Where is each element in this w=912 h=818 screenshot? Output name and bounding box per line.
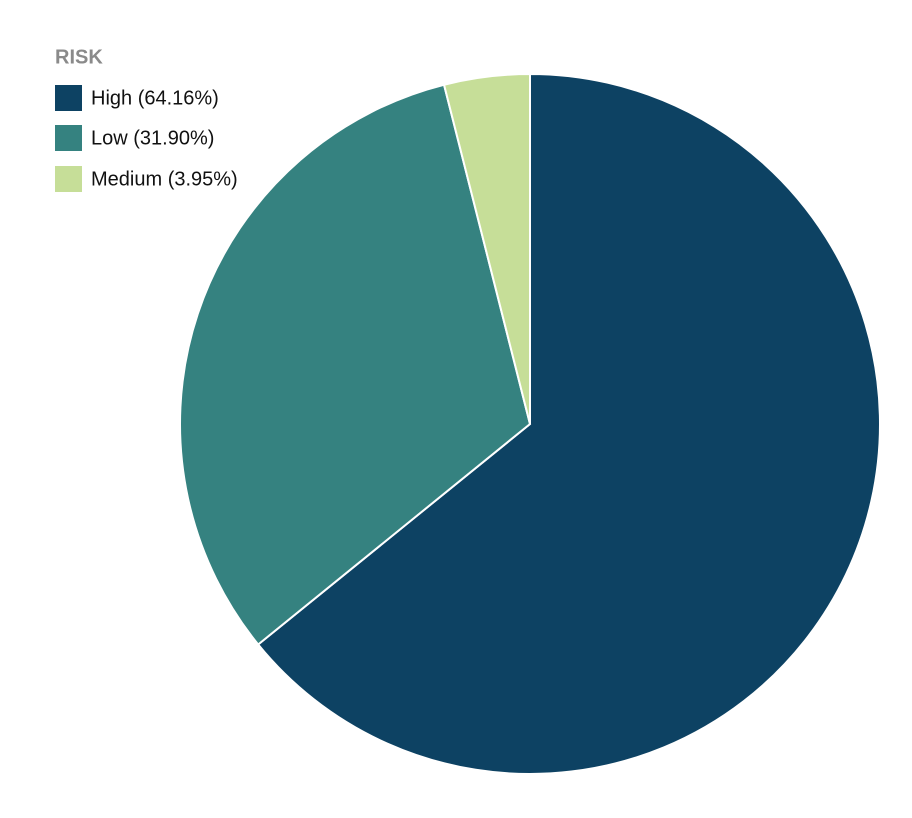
legend-title: RISK	[55, 46, 103, 68]
pie-slice	[179, 83, 532, 646]
legend-swatch	[55, 125, 82, 151]
pie-slice	[256, 72, 881, 775]
legend-label: Medium (3.95%)	[91, 168, 238, 190]
legend-swatch	[55, 166, 82, 192]
pie-slice	[442, 72, 531, 425]
legend-label: Low (31.90%)	[91, 127, 214, 149]
legend-label: High (64.16%)	[91, 87, 219, 109]
legend-swatch	[55, 85, 82, 111]
